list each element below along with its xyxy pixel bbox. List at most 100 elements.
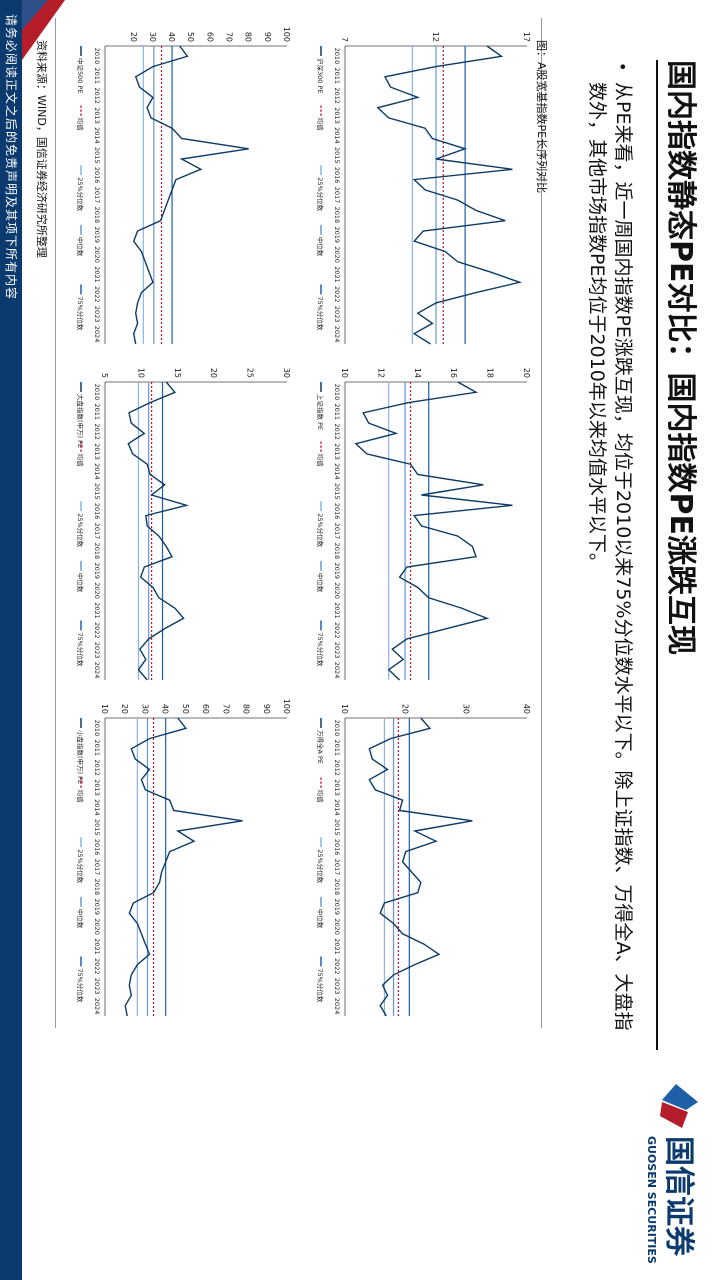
footer-disclaimer: 请务必阅读正文之后的免责声明及其项下所有内容 xyxy=(4,14,18,301)
legend-label: 75%分位数 xyxy=(76,968,85,1002)
legend-label: 中位数 xyxy=(76,237,85,257)
y-tick-label: 10 xyxy=(340,368,349,378)
y-tick-label: 12 xyxy=(431,32,440,42)
x-tick-label: 2019 xyxy=(93,562,101,579)
bullet-dot-icon: • xyxy=(613,62,632,72)
y-tick-label: 14 xyxy=(413,368,422,378)
x-tick-label: 2019 xyxy=(333,226,341,243)
series-line xyxy=(132,45,249,345)
legend-label: 小盘指数(申万) PE xyxy=(76,730,85,784)
legend-label: 25%分位数 xyxy=(76,849,85,883)
y-tick-label: 30 xyxy=(140,704,149,714)
x-tick-label: 2015 xyxy=(93,819,101,836)
y-tick-label: 20 xyxy=(209,368,218,378)
x-tick-label: 2015 xyxy=(333,819,341,836)
legend-label: 中位数 xyxy=(316,237,325,257)
x-tick-label: 2020 xyxy=(333,918,341,935)
x-tick-label: 2017 xyxy=(93,859,101,876)
series-line xyxy=(124,717,243,1017)
x-tick-label: 2022 xyxy=(93,958,101,975)
y-tick-label: 30 xyxy=(461,704,470,714)
x-tick-label: 2019 xyxy=(333,898,341,915)
x-tick-label: 2017 xyxy=(333,859,341,876)
chart-grid: 7 12 17 2010 2011 2012 2013 2014 2015 2016 2017 201… xyxy=(55,18,535,1028)
chart-4: 20 30 40 50 60 70 80 90 100 2010 2011 2012 2013 2014 2… xyxy=(76,27,291,345)
title-divider xyxy=(656,60,658,1050)
x-tick-label: 2015 xyxy=(333,483,341,500)
bullet-text: 从PE来看，近一周国内指数PE涨跌互现，均位于2010以来75%分位数水平以下。… xyxy=(586,82,634,1031)
x-tick-label: 2020 xyxy=(333,582,341,599)
x-tick-label: 2020 xyxy=(93,582,101,599)
x-tick-label: 2014 xyxy=(333,463,341,480)
y-tick-label: 80 xyxy=(244,32,253,42)
x-tick-label: 2016 xyxy=(333,503,341,520)
charts-svg: 7 12 1720102011201220132014201520162017201… xyxy=(76,27,531,1017)
figure-title: 图：A股宽基指数PE长序列对比 xyxy=(535,40,548,194)
x-tick-label: 2021 xyxy=(93,602,101,619)
y-tick-label: 18 xyxy=(486,368,495,378)
x-tick-label: 2021 xyxy=(93,938,101,955)
x-tick-label: 2012 xyxy=(93,759,101,776)
x-tick-label: 2016 xyxy=(93,839,101,856)
x-tick-label: 2023 xyxy=(93,978,101,995)
legend-label: 25%分位数 xyxy=(316,849,325,883)
logo-cn: 国信证券 xyxy=(661,1136,696,1256)
x-tick-label: 2021 xyxy=(333,266,341,283)
y-tick-label: 70 xyxy=(225,32,234,42)
x-tick-label: 2021 xyxy=(93,266,101,283)
legend-label: 均值 xyxy=(316,118,325,132)
x-tick-label: 2012 xyxy=(333,87,341,104)
x-tick-label: 2010 xyxy=(93,48,101,65)
x-tick-label: 2023 xyxy=(93,642,101,659)
legend-label: 均值 xyxy=(76,118,85,132)
y-tick-label: 40 xyxy=(522,704,531,714)
y-tick-label: 20 xyxy=(129,32,138,42)
chart-1: 7 12 17 2010 2011 2012 2013 2014 2015 2016 2017 201… xyxy=(316,32,531,345)
x-tick-label: 2016 xyxy=(333,839,341,856)
legend-label: 沪深300 PE xyxy=(316,58,325,94)
x-tick-label: 2023 xyxy=(93,306,101,323)
legend-label: 上证指数 PE xyxy=(316,394,325,430)
chart-6: 10 20 30 40 50 60 70 80 90 100 2010 2011 2012 2013 201… xyxy=(76,699,291,1017)
x-tick-label: 2013 xyxy=(93,107,101,124)
y-tick-label: 17 xyxy=(522,32,531,42)
y-tick-label: 50 xyxy=(186,32,195,42)
legend-label: 25%分位数 xyxy=(76,513,85,547)
y-tick-label: 70 xyxy=(221,704,230,714)
legend-label: 均值 xyxy=(76,454,85,468)
chart-3: 10 20 30 40 2010 2011 2012 2013 2014 2015 2016 2017… xyxy=(316,704,531,1017)
footer-blue-wedge xyxy=(22,0,48,30)
y-tick-label: 10 xyxy=(100,704,109,714)
chart-5: 5 10 15 20 25 30 2010 2011 2012 2013 2014 2015 2016 2… xyxy=(76,368,291,681)
x-tick-label: 2022 xyxy=(93,622,101,639)
x-tick-label: 2011 xyxy=(333,740,341,757)
y-tick-label: 40 xyxy=(167,32,176,42)
x-tick-label: 2019 xyxy=(93,898,101,915)
series-line xyxy=(354,381,513,681)
x-tick-label: 2015 xyxy=(93,483,101,500)
x-tick-label: 2014 xyxy=(333,127,341,144)
y-tick-label: 60 xyxy=(201,704,210,714)
y-tick-label: 7 xyxy=(340,37,349,42)
x-tick-label: 2023 xyxy=(333,306,341,323)
x-tick-label: 2024 xyxy=(333,998,341,1015)
x-tick-label: 2011 xyxy=(93,740,101,757)
y-tick-label: 40 xyxy=(161,704,170,714)
legend-label: 75%分位数 xyxy=(316,296,325,330)
x-tick-label: 2018 xyxy=(333,543,341,560)
x-tick-label: 2022 xyxy=(93,286,101,303)
x-tick-label: 2013 xyxy=(333,107,341,124)
y-tick-label: 100 xyxy=(282,27,291,42)
y-tick-label: 10 xyxy=(340,704,349,714)
x-tick-label: 2023 xyxy=(333,642,341,659)
x-tick-label: 2024 xyxy=(333,662,341,679)
legend-label: 均值 xyxy=(316,454,325,468)
x-tick-label: 2010 xyxy=(333,384,341,401)
x-tick-label: 2017 xyxy=(333,523,341,540)
figure-source: 资料来源：WIND，国信证券经济研究所整理 xyxy=(35,40,48,258)
x-tick-label: 2015 xyxy=(333,147,341,164)
legend-label: 25%分位数 xyxy=(316,177,325,211)
x-tick-label: 2013 xyxy=(93,779,101,796)
x-tick-label: 2011 xyxy=(333,404,341,421)
